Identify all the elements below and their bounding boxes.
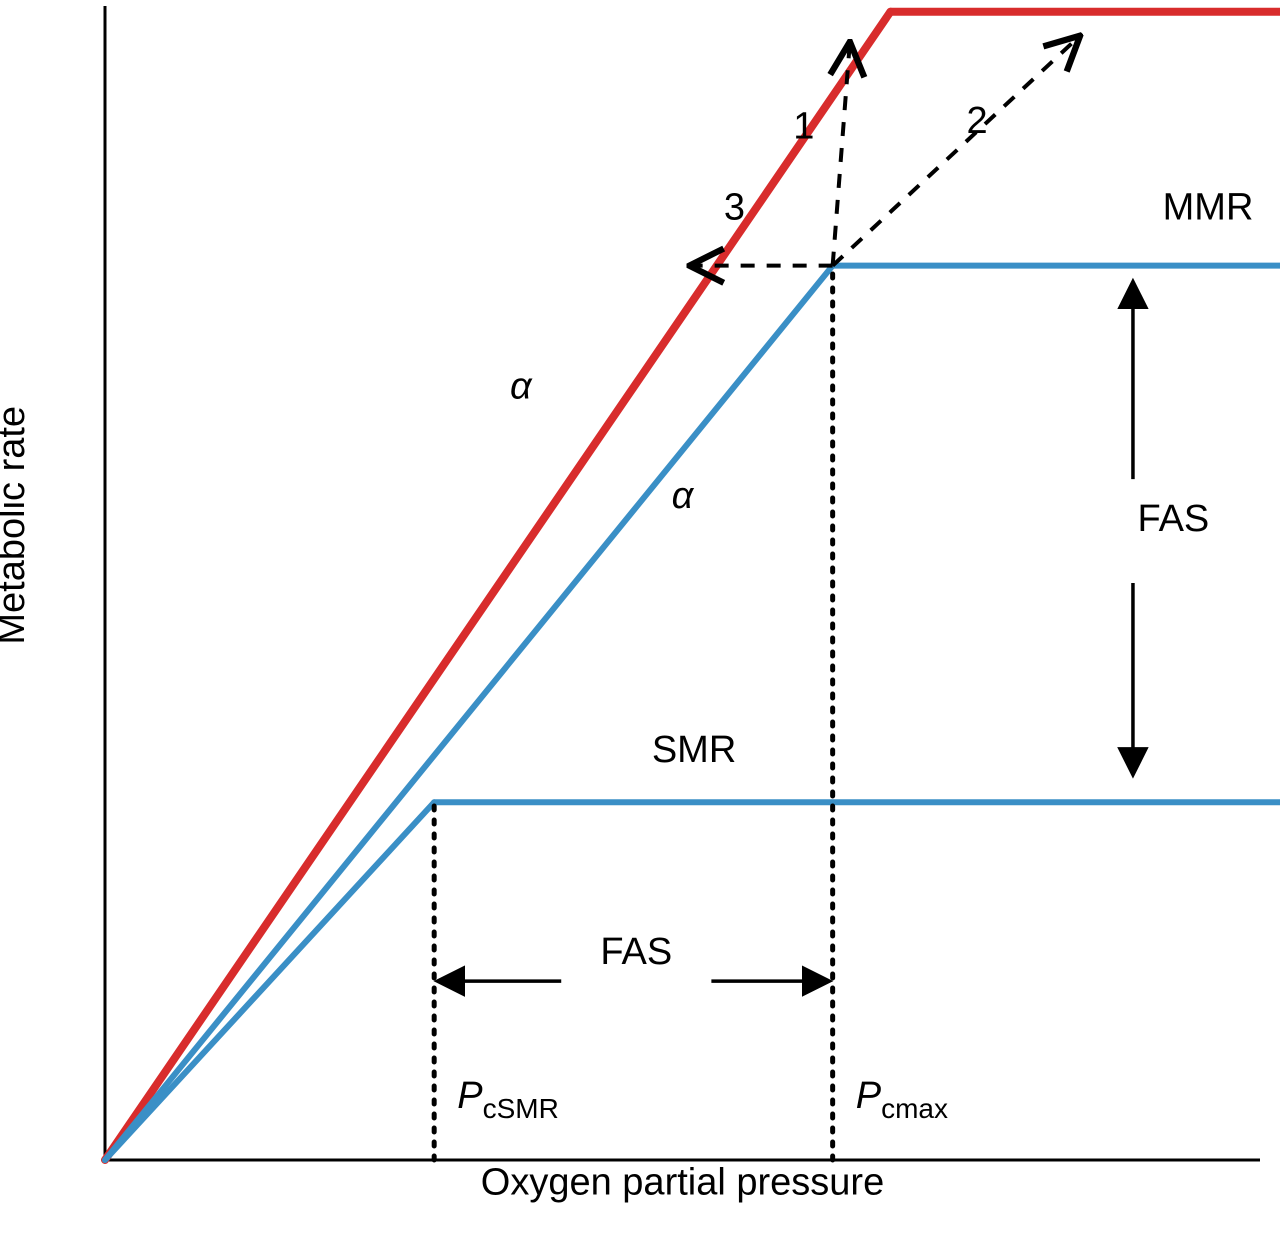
label-pcsmr: PcSMR xyxy=(457,1075,559,1124)
label-fas-horizontal: FAS xyxy=(600,931,672,973)
blue-smr-rising xyxy=(105,802,434,1160)
label-1: 1 xyxy=(793,106,814,148)
label-alpha-blue: α xyxy=(672,475,695,517)
label-alpha-red: α xyxy=(510,365,533,407)
label-2: 2 xyxy=(966,100,987,142)
blue-mmr-rising xyxy=(105,266,833,1160)
plot-area: α α 1 2 3 MMR SMR FAS FAS PcSMR Pcmax Oxygen partia… xyxy=(0,6,1280,1204)
label-3: 3 xyxy=(724,186,745,228)
red-line-rising xyxy=(105,12,890,1160)
label-mmr: MMR xyxy=(1163,186,1254,228)
label-fas-vertical: FAS xyxy=(1137,498,1209,540)
x-axis-label: Oxygen partial pressure xyxy=(481,1162,884,1204)
chart-svg: α α 1 2 3 MMR SMR FAS FAS PcSMR Pcmax Oxygen partia… xyxy=(0,0,1280,1237)
label-smr: SMR xyxy=(652,729,736,771)
y-axis-label: Metabolic rate xyxy=(0,406,33,645)
metabolic-rate-chart: α α 1 2 3 MMR SMR FAS FAS PcSMR Pcmax Oxygen partia… xyxy=(0,0,1280,1237)
label-pcmax: Pcmax xyxy=(856,1075,948,1124)
dashed-arrow-2 xyxy=(833,38,1078,266)
